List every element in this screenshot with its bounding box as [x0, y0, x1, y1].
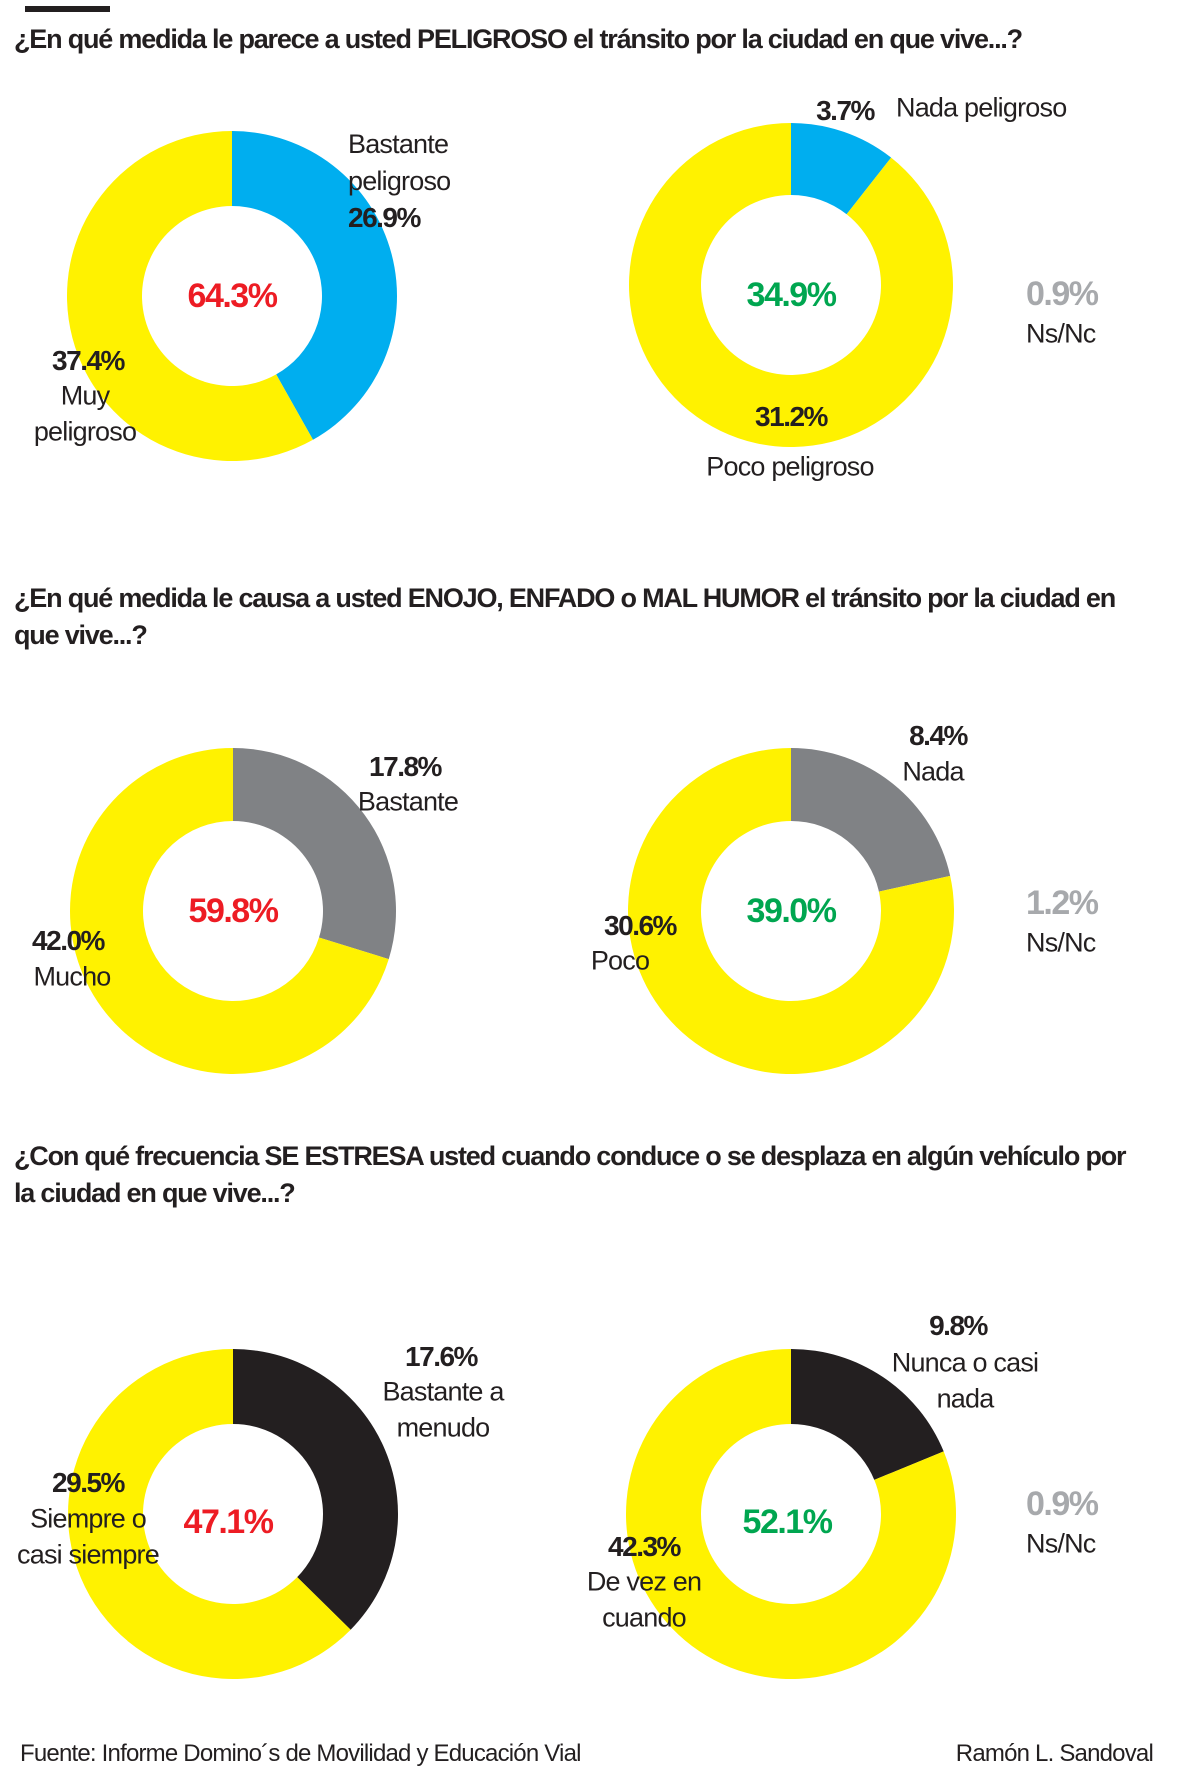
- ns-nc-value: 1.2%: [1026, 884, 1099, 922]
- donut-segment-bastante-peligroso: [232, 131, 397, 440]
- label-name: Poco: [590, 945, 650, 976]
- label-value: 42.3%: [608, 1531, 681, 1562]
- label-value: 29.5%: [52, 1467, 125, 1498]
- label-name: cuando: [602, 1602, 687, 1633]
- label-value: 37.4%: [52, 345, 125, 376]
- label-name: menudo: [396, 1412, 491, 1443]
- label-name: Nada peligroso: [896, 92, 1067, 123]
- label-value: 9.8%: [929, 1310, 988, 1341]
- label-name: casi siempre: [17, 1539, 160, 1570]
- ns-nc-label: Ns/Nc: [1026, 1528, 1096, 1559]
- label-value: 8.4%: [909, 720, 968, 751]
- donut-segment-mucho: [70, 748, 389, 1074]
- label-name: Bastante: [348, 129, 449, 159]
- label-value: 42.0%: [32, 925, 105, 956]
- donut-segment-siempre-o-casi-siempre: [67, 1349, 351, 1679]
- label-name: Bastante: [357, 786, 459, 817]
- ns-nc-label: Ns/Nc: [1026, 927, 1096, 958]
- label-name: Mucho: [33, 961, 111, 992]
- label-name: Siempre o: [30, 1503, 147, 1534]
- label-name: Poco peligroso: [706, 451, 874, 482]
- donut-segment-poco-peligroso: [629, 123, 954, 447]
- donut-segment-poco: [628, 748, 955, 1074]
- decorative-top-bar: [25, 6, 110, 12]
- label-value: 17.8%: [369, 751, 442, 782]
- center-total: 52.1%: [742, 1503, 833, 1541]
- center-total: 59.8%: [188, 892, 279, 930]
- center-total: 39.0%: [746, 892, 837, 930]
- question-1-title: ¿En qué medida le parece a usted PELIGRO…: [14, 24, 1023, 54]
- donut-segment-nunca-o-casi-nada: [791, 1349, 944, 1480]
- ns-nc-label: Ns/Nc: [1026, 318, 1096, 349]
- question-3-title: ¿Con qué frecuencia SE ESTRESA usted cua…: [14, 1141, 1127, 1208]
- label-value: 3.7%: [816, 95, 875, 126]
- center-total: 47.1%: [183, 1503, 274, 1541]
- label-name: nada: [936, 1383, 995, 1414]
- source-note: Fuente: Informe Domino´s de Movilidad y …: [20, 1740, 581, 1767]
- label-value: 31.2%: [755, 401, 828, 432]
- label-name: Bastante a: [382, 1376, 504, 1407]
- donut-segment-nada: [791, 748, 951, 892]
- label-value: 30.6%: [604, 910, 677, 941]
- label-name: peligroso: [33, 416, 137, 447]
- label-name: Muy: [60, 380, 110, 411]
- label-name: Nada: [902, 756, 964, 787]
- donut-segment-bastante-a-menudo: [233, 1349, 398, 1630]
- ns-nc-value: 0.9%: [1026, 275, 1099, 313]
- author-credit: Ramón L. Sandoval: [955, 1740, 1154, 1767]
- label-value: 17.6%: [405, 1341, 478, 1372]
- label-name: De vez en: [586, 1566, 702, 1597]
- label-value: 26.9%: [348, 202, 421, 233]
- center-total: 64.3%: [187, 277, 278, 315]
- donut-segment-bastante: [233, 747, 397, 960]
- donut-segment-muy-peligroso: [67, 131, 313, 462]
- donut-segment-nada-peligroso: [791, 123, 892, 215]
- label-name: Nunca o casi: [891, 1347, 1039, 1378]
- center-total: 34.9%: [746, 276, 837, 314]
- donut-segment-de-vez-en-cuando: [626, 1349, 957, 1679]
- label-name: peligroso: [348, 166, 451, 196]
- ns-nc-value: 0.9%: [1026, 1485, 1099, 1523]
- question-2-title: ¿En qué medida le causa a usted ENOJO, E…: [14, 583, 1116, 650]
